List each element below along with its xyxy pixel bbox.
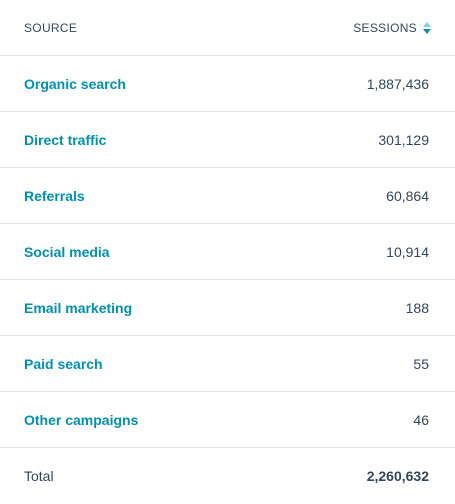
sessions-value: 1,887,436 [366, 75, 429, 92]
sessions-column-header[interactable]: SESSIONS [353, 21, 431, 35]
table-row: Referrals 60,864 [0, 168, 455, 224]
sessions-value: 188 [405, 299, 429, 316]
source-link-organic-search[interactable]: Organic search [24, 75, 126, 92]
sessions-value: 301,129 [378, 131, 429, 148]
table-row: Other campaigns 46 [0, 392, 455, 448]
source-link-social-media[interactable]: Social media [24, 243, 110, 260]
source-link-paid-search[interactable]: Paid search [24, 355, 103, 372]
total-label: Total [24, 468, 54, 484]
table-header: SOURCE SESSIONS [0, 0, 455, 56]
sort-icon[interactable] [423, 21, 431, 34]
total-sessions-value: 2,260,632 [366, 468, 429, 484]
total-row: Total 2,260,632 [0, 448, 455, 504]
source-column-header: SOURCE [24, 20, 78, 35]
table-row: Email marketing 188 [0, 280, 455, 336]
source-link-direct-traffic[interactable]: Direct traffic [24, 131, 107, 148]
sessions-value: 10,914 [386, 243, 429, 260]
sessions-value: 55 [413, 355, 429, 372]
table-row: Paid search 55 [0, 336, 455, 392]
table-row: Social media 10,914 [0, 224, 455, 280]
table-row: Direct traffic 301,129 [0, 112, 455, 168]
sessions-column-label: SESSIONS [353, 20, 417, 35]
table-row: Organic search 1,887,436 [0, 56, 455, 112]
source-link-email-marketing[interactable]: Email marketing [24, 299, 133, 316]
sessions-value: 60,864 [386, 187, 429, 204]
source-link-referrals[interactable]: Referrals [24, 187, 85, 204]
sessions-value: 46 [413, 411, 429, 428]
source-link-other-campaigns[interactable]: Other campaigns [24, 411, 139, 428]
